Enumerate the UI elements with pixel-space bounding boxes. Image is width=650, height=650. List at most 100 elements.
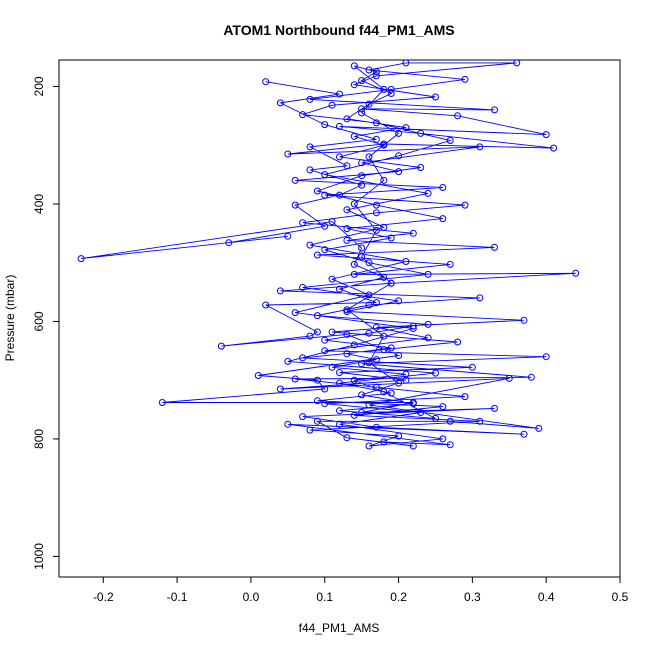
data-point bbox=[336, 191, 343, 199]
data-point bbox=[572, 269, 580, 277]
data-point bbox=[365, 359, 373, 367]
data-point bbox=[387, 389, 395, 397]
x-tick-label: 0.1 bbox=[316, 590, 333, 604]
data-point bbox=[542, 131, 550, 139]
data-point bbox=[446, 260, 454, 268]
data-point bbox=[439, 435, 447, 443]
data-point bbox=[306, 426, 314, 434]
data-point bbox=[158, 399, 166, 406]
data-point bbox=[535, 424, 543, 432]
data-point bbox=[217, 342, 225, 350]
x-tick-label: 0.2 bbox=[390, 590, 407, 604]
data-point bbox=[520, 430, 528, 438]
data-point bbox=[365, 259, 373, 267]
x-tick-label: 0.0 bbox=[243, 590, 260, 604]
y-tick-label: 200 bbox=[32, 76, 46, 96]
data-point bbox=[439, 215, 447, 223]
data-point bbox=[306, 166, 314, 174]
data-point bbox=[476, 417, 484, 425]
data-point bbox=[291, 309, 299, 317]
x-tick-label: 0.5 bbox=[612, 590, 629, 604]
data-series bbox=[77, 60, 580, 450]
y-axis: 200 400 600 800 1000 bbox=[32, 76, 59, 570]
data-point bbox=[491, 243, 498, 251]
x-tick-label: -0.1 bbox=[167, 590, 188, 604]
data-point bbox=[336, 90, 343, 98]
data-point bbox=[446, 441, 454, 449]
data-point bbox=[276, 287, 284, 295]
data-point bbox=[454, 112, 462, 120]
data-point bbox=[321, 171, 329, 179]
data-point bbox=[409, 322, 417, 330]
data-point bbox=[380, 438, 388, 446]
data-point bbox=[299, 283, 307, 291]
data-point bbox=[402, 370, 410, 378]
data-point bbox=[365, 100, 373, 108]
y-tick-label: 800 bbox=[32, 429, 46, 449]
data-point bbox=[417, 164, 425, 171]
data-point bbox=[291, 176, 299, 184]
data-point bbox=[358, 244, 366, 252]
data-point bbox=[313, 251, 321, 259]
data-point bbox=[328, 328, 336, 336]
data-point bbox=[372, 72, 380, 80]
data-point bbox=[358, 105, 366, 113]
data-point bbox=[468, 363, 476, 371]
data-point bbox=[276, 385, 284, 393]
data-point bbox=[387, 344, 395, 352]
data-point bbox=[343, 206, 351, 214]
data-point bbox=[417, 129, 425, 137]
data-point bbox=[461, 393, 469, 401]
data-point bbox=[365, 401, 373, 409]
data-point bbox=[321, 222, 329, 230]
data-point bbox=[380, 223, 388, 231]
y-tick-label: 1000 bbox=[32, 543, 46, 570]
data-point bbox=[284, 150, 292, 158]
data-point bbox=[343, 306, 351, 314]
data-point bbox=[321, 121, 329, 129]
data-point bbox=[527, 373, 535, 381]
data-point bbox=[299, 111, 307, 119]
data-point bbox=[291, 375, 299, 383]
data-point bbox=[358, 409, 366, 416]
data-point bbox=[291, 201, 299, 209]
data-point bbox=[409, 229, 417, 237]
data-point bbox=[395, 379, 403, 387]
data-point bbox=[424, 189, 432, 197]
data-point bbox=[476, 143, 484, 151]
data-point bbox=[395, 168, 403, 176]
data-point bbox=[365, 291, 373, 299]
data-point bbox=[372, 323, 380, 331]
data-point bbox=[372, 209, 380, 217]
data-point bbox=[358, 253, 366, 261]
data-point bbox=[321, 336, 329, 344]
data-point bbox=[343, 225, 351, 233]
data-point bbox=[409, 442, 417, 450]
data-point bbox=[313, 397, 321, 405]
data-point bbox=[491, 106, 498, 114]
data-point bbox=[380, 273, 388, 281]
data-point bbox=[476, 294, 484, 302]
data-point bbox=[306, 95, 314, 103]
data-point bbox=[372, 423, 380, 431]
data-point bbox=[299, 219, 307, 227]
data-point bbox=[550, 144, 558, 152]
data-point bbox=[336, 369, 343, 376]
data-point bbox=[284, 357, 292, 365]
y-tick-label: 600 bbox=[32, 311, 46, 331]
x-axis-label: f44_PM1_AMS bbox=[299, 621, 380, 635]
data-point bbox=[343, 330, 351, 338]
data-point bbox=[491, 404, 498, 412]
data-point bbox=[365, 66, 373, 74]
data-point bbox=[439, 184, 447, 191]
data-point bbox=[313, 376, 321, 384]
data-point bbox=[424, 320, 432, 328]
data-point bbox=[343, 162, 351, 170]
data-point bbox=[446, 417, 454, 425]
data-point bbox=[395, 152, 403, 160]
data-point bbox=[424, 334, 432, 342]
series-group bbox=[77, 60, 580, 450]
data-point bbox=[336, 407, 343, 415]
data-point bbox=[328, 218, 336, 226]
